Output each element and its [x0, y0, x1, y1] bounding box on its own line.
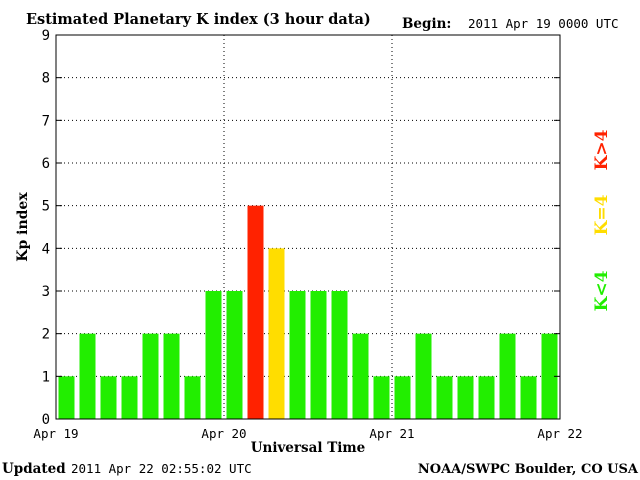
legend-k-lt-4: K<4 [592, 270, 612, 311]
kp-bar [289, 291, 306, 419]
x-axis: Apr 19 Apr 20 Apr 21 Apr 22 [33, 426, 582, 441]
kp-bar [478, 376, 495, 419]
kp-bar [394, 376, 411, 419]
kp-bar [226, 291, 243, 419]
plot-frame [55, 34, 561, 420]
updated-value: 2011 Apr 22 02:55:02 UTC [71, 461, 252, 476]
kp-bar [352, 333, 369, 419]
kp-bar [373, 376, 390, 419]
updated-label: Updated [2, 461, 66, 477]
kp-bar [163, 333, 180, 419]
x-axis-label: Universal Time [251, 440, 366, 456]
bars [58, 205, 558, 419]
kp-bar [499, 333, 516, 419]
kp-bar [205, 291, 222, 419]
y-tick-label: 0 [42, 412, 50, 428]
kp-bar [268, 248, 285, 419]
y-axis: 0 1 2 3 4 5 6 7 8 9 [42, 28, 560, 428]
begin-value: 2011 Apr 19 0000 UTC [468, 16, 619, 31]
chart-title: Estimated Planetary K index (3 hour data… [26, 11, 371, 28]
kp-bar [436, 376, 453, 419]
y-tick-label: 6 [42, 156, 50, 172]
credit: NOAA/SWPC Boulder, CO USA [418, 462, 639, 477]
x-tick-label: Apr 20 [201, 426, 246, 441]
kp-bar [520, 376, 537, 419]
y-axis-label: Kp index [15, 192, 31, 262]
kp-bar [184, 376, 201, 419]
kp-bar [247, 205, 264, 419]
begin-label: Begin: [402, 16, 451, 32]
kp-bar [457, 376, 474, 419]
legend-k-gt-4: K>4 [592, 129, 612, 170]
kp-bar [142, 333, 159, 419]
y-tick-label: 7 [42, 113, 50, 129]
legend-k-eq-4: K=4 [592, 194, 612, 235]
y-tick-label: 9 [42, 28, 50, 44]
y-tick-label: 5 [42, 199, 50, 215]
kp-bar [415, 333, 432, 419]
x-tick-label: Apr 22 [537, 426, 582, 441]
kp-bar [79, 333, 96, 419]
y-tick-label: 8 [42, 71, 50, 87]
kp-bar [121, 376, 138, 419]
kp-bar [100, 376, 117, 419]
grid-lines [56, 35, 560, 419]
y-tick-label: 4 [42, 241, 50, 257]
x-tick-label: Apr 19 [33, 426, 78, 441]
kp-bar [310, 291, 327, 419]
y-tick-label: 3 [42, 284, 50, 300]
y-tick-label: 2 [42, 327, 50, 343]
x-tick-label: Apr 21 [369, 426, 414, 441]
kp-bar [541, 333, 558, 419]
kp-bar [58, 376, 75, 419]
y-tick-label: 1 [42, 369, 50, 385]
kp-bar [331, 291, 348, 419]
